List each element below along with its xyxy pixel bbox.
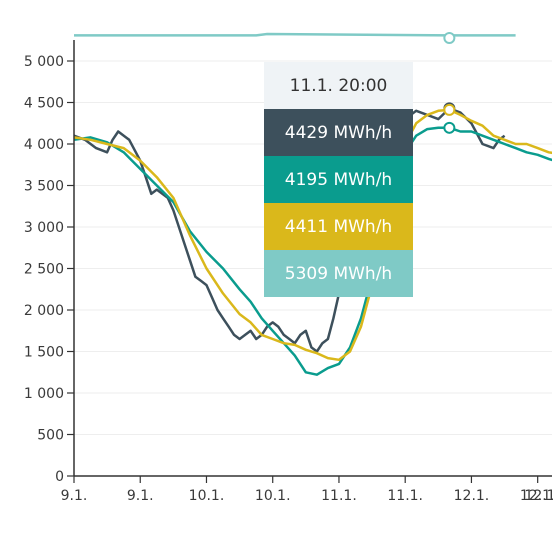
y-tick-label: 2 000 <box>24 303 64 319</box>
x-tick-label: 12.1. <box>520 488 553 504</box>
series-line-4 <box>74 32 516 37</box>
y-tick-label: 4 000 <box>24 137 64 153</box>
x-tick-label: 10.1. <box>189 488 225 504</box>
y-tick-label: 1 500 <box>24 345 64 361</box>
x-tick-label: 10.1. <box>255 488 291 504</box>
y-tick-label: 3 500 <box>24 179 64 195</box>
y-tick-label: 4 500 <box>24 96 64 112</box>
x-tick-label: 12.1 <box>524 488 553 504</box>
y-tick-label: 5 000 <box>24 54 64 70</box>
tooltip-value-series-1: 4429 MWh/h <box>264 109 413 156</box>
x-tick-label: 12.1. <box>454 488 490 504</box>
x-tick-label: 9.1. <box>61 488 88 504</box>
y-axis-ticks: 0 500 1 000 1 500 2 000 2 500 3 000 3 500 4 000 4… <box>24 54 74 485</box>
y-tick-label: 0 <box>55 469 64 485</box>
y-tick-label: 1 000 <box>24 386 64 402</box>
tooltip-value-series-2: 4195 MWh/h <box>264 156 413 203</box>
hover-marker-series-3 <box>443 103 456 116</box>
tooltip-title: 11.1. 20:00 <box>264 62 413 109</box>
tooltip-value-series-4: 5309 MWh/h <box>264 250 413 297</box>
hover-marker-series-4 <box>443 32 456 44</box>
x-axis-ticks: 9.1. 9.1. 10.1. 10.1. 11.1. 11.1. 12.1. 12.1.12… <box>61 476 553 504</box>
y-tick-label: 3 000 <box>24 220 64 236</box>
tooltip-value-series-3: 4411 MWh/h <box>264 203 413 250</box>
hover-markers <box>443 32 456 134</box>
axes <box>73 40 552 477</box>
x-tick-label: 9.1. <box>127 488 154 504</box>
x-tick-label: 11.1. <box>321 488 357 504</box>
hover-marker-series-2 <box>443 121 456 134</box>
tooltip: 11.1. 20:00 4429 MWh/h 4195 MWh/h 4411 M… <box>264 62 413 297</box>
y-tick-label: 500 <box>37 428 64 444</box>
y-tick-label: 2 500 <box>24 262 64 278</box>
x-tick-label: 11.1. <box>387 488 423 504</box>
